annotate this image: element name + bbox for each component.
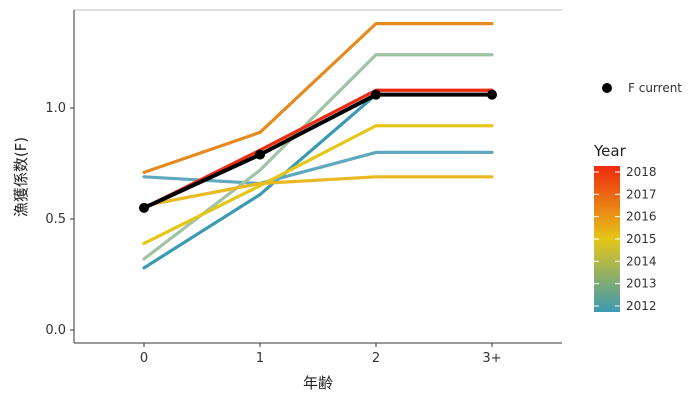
series-line-2015 xyxy=(142,124,494,246)
x-ticks: 0 1 2 3+ xyxy=(140,343,502,366)
x-tick-label: 0 xyxy=(140,351,148,366)
series-line-f-current xyxy=(143,92,492,210)
current-series xyxy=(139,89,497,213)
x-axis-title: 年齢 xyxy=(303,374,333,392)
legend-year-label: 2014 xyxy=(626,254,657,268)
legend-year-label: 2018 xyxy=(626,165,657,179)
x-tick-label: 2 xyxy=(372,351,380,366)
plot-area: 0.0 0.5 1.0 0 1 2 3+ xyxy=(45,9,562,366)
legend-year-label: 2016 xyxy=(626,210,657,224)
x-tick-label: 1 xyxy=(256,351,264,366)
point-f-current xyxy=(255,149,265,160)
point-f-current xyxy=(371,89,381,100)
series-line-2017 xyxy=(142,22,494,174)
legend-year-label: 2012 xyxy=(626,299,657,313)
point-f-current xyxy=(487,89,497,100)
y-tick-label: 1.0 xyxy=(45,101,66,116)
series-line-2016 xyxy=(142,175,494,208)
y-ticks: 0.0 0.5 1.0 xyxy=(45,101,74,338)
x-tick-label: 3+ xyxy=(482,351,501,366)
legend-year-label: 2017 xyxy=(626,187,657,201)
series-line-2018 xyxy=(142,88,494,210)
legend-year-label: 2015 xyxy=(626,232,657,246)
y-axis-title: 漁獲係数(F) xyxy=(12,137,30,217)
legend-label-f-current: F current xyxy=(628,81,682,95)
y-tick-label: 0.5 xyxy=(45,212,66,227)
y-tick-label: 0.0 xyxy=(45,323,66,338)
legend-point-f-current xyxy=(602,83,612,93)
legend-color-title: Year xyxy=(593,142,627,160)
legend-year-label: 2013 xyxy=(626,277,657,291)
legend: F current Year 2018201720162015201420132… xyxy=(593,81,682,313)
point-f-current xyxy=(139,202,149,213)
legend-color-labels: 2018 2017 2016 2015 2014 2013 2012 xyxy=(594,165,657,313)
